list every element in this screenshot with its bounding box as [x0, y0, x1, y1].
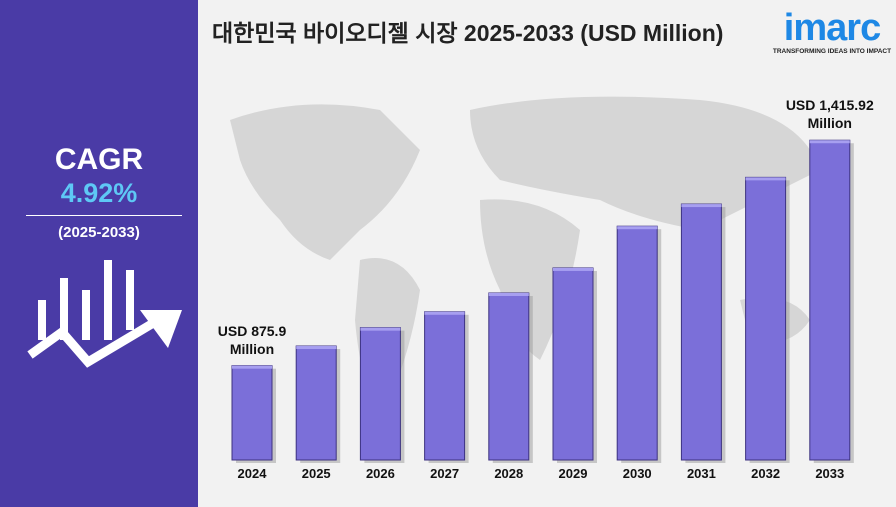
- logo: imarc TRANSFORMING IDEAS INTO IMPACT: [772, 8, 892, 55]
- bar: [745, 176, 787, 461]
- bar-highlight: [296, 346, 337, 350]
- logo-name: imarc: [783, 7, 881, 49]
- bar-highlight: [424, 311, 465, 315]
- cagr-period: (2025-2033): [58, 224, 140, 241]
- x-tick-label: 2025: [302, 466, 331, 481]
- value-label: USD 875.9 Million: [217, 322, 287, 357]
- bar-highlight: [681, 204, 722, 208]
- bar: [680, 203, 722, 461]
- bar-highlight: [809, 140, 850, 144]
- bar: [424, 311, 466, 461]
- x-tick-label: 2032: [751, 466, 780, 481]
- divider: [26, 215, 182, 216]
- chart-title: 대한민국 바이오디젤 시장 2025-2033 (USD Million): [212, 20, 724, 46]
- value-label: USD 1,415.92 Million: [785, 97, 874, 132]
- x-tick-label: 2024: [238, 466, 268, 481]
- bar-highlight: [553, 267, 593, 271]
- x-tick-label: 2033: [815, 466, 844, 481]
- growth-icon: [27, 260, 182, 368]
- x-tick-label: 2028: [494, 466, 523, 481]
- summary-panel: CAGR 4.92% (2025-2033): [0, 0, 198, 507]
- bar-highlight: [617, 226, 658, 230]
- bar: [231, 365, 273, 461]
- x-tick-label: 2031: [687, 466, 716, 481]
- bar: [359, 327, 401, 461]
- bar-highlight: [488, 293, 529, 296]
- x-tick-label: 2026: [366, 466, 395, 481]
- x-tick-label: 2027: [430, 466, 459, 481]
- cagr-label: CAGR: [54, 143, 144, 176]
- bar: [488, 292, 530, 461]
- bar-highlight: [360, 327, 401, 331]
- logo-tagline: TRANSFORMING IDEAS INTO IMPACT: [772, 48, 892, 55]
- bar: [809, 139, 851, 461]
- bar-highlight: [745, 177, 786, 181]
- bar: [616, 225, 658, 461]
- cagr-value: 4.92%: [60, 178, 138, 208]
- x-tick-label: 2030: [623, 466, 652, 481]
- bar-highlight: [232, 365, 272, 369]
- x-tick-label: 2029: [559, 466, 588, 481]
- bar: [552, 267, 594, 461]
- bar: [295, 345, 337, 461]
